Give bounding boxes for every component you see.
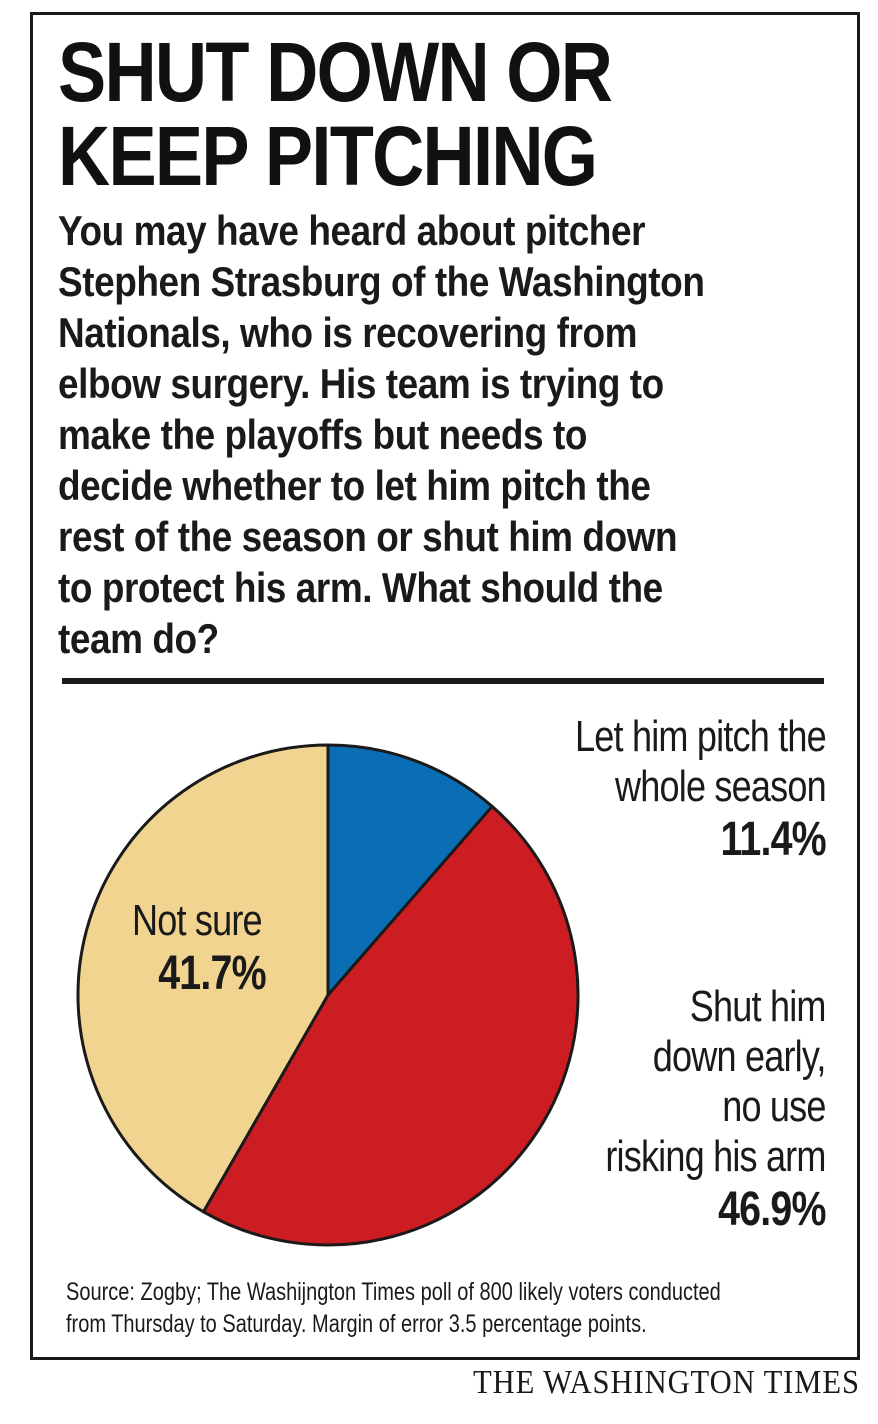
source-line: from Thursday to Saturday. Margin of err… (66, 1310, 647, 1338)
intro-line: You may have heard about pitcher (58, 207, 646, 254)
intro-line: Stephen Strasburg of the Washington (58, 258, 705, 305)
intro-line: decide whether to let him pitch the (58, 462, 651, 509)
graphic-frame (30, 12, 860, 1360)
page-title: SHUT DOWN OR KEEP PITCHING (58, 30, 729, 198)
pie-slice-2 (76, 743, 330, 1214)
intro-line: Nationals, who is recovering from (58, 309, 638, 356)
slice-value-label: 11.4% (720, 813, 827, 866)
slice-value-label: 46.9% (718, 1183, 826, 1236)
slice-label-shut-down-early: Shut him down early, no use risking his … (605, 982, 827, 1238)
divider-rule (62, 678, 824, 684)
pie-slice-1 (201, 804, 580, 1247)
slice-label-line: no use (722, 1082, 827, 1131)
intro-text: You may have heard about pitcher Stephen… (58, 205, 815, 664)
slice-label-line: Let him pitch the (575, 712, 827, 761)
intro-line: elbow surgery. His team is trying to (58, 360, 664, 407)
source-note: Source: Zogby; The Washijngton Times pol… (66, 1276, 786, 1340)
slice-label-line: whole season (615, 762, 827, 811)
slice-label-pitch-whole-season: Let him pitch the whole season 11.4% (575, 712, 827, 868)
source-line: Source: Zogby; The Washijngton Times pol… (66, 1278, 721, 1306)
slice-value-label: 41.7% (158, 947, 266, 1000)
intro-line: team do? (58, 615, 219, 662)
intro-line: make the playoffs but needs to (58, 411, 587, 458)
slice-label-not-sure: Not sure 41.7% (132, 896, 267, 1002)
slice-label-line: Shut him (690, 982, 827, 1031)
slice-label-line: down early, (653, 1032, 827, 1081)
slice-label-line: risking his arm (605, 1132, 827, 1181)
publisher-logo-text: THE WASHINGTON TIMES (473, 1364, 860, 1401)
title-line-1: SHUT DOWN OR (58, 25, 613, 119)
pie-slice-0 (326, 743, 494, 997)
intro-line: to protect his arm. What should the (58, 564, 663, 611)
intro-line: rest of the season or shut him down (58, 513, 678, 560)
slice-label-line: Not sure (132, 896, 263, 945)
title-line-2: KEEP PITCHING (58, 109, 598, 203)
